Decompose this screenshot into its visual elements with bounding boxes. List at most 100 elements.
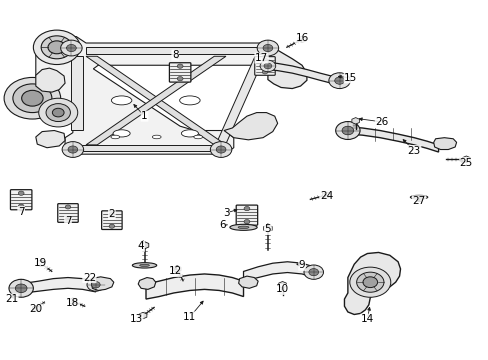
Polygon shape (140, 242, 148, 249)
Polygon shape (263, 225, 271, 232)
Polygon shape (91, 277, 114, 291)
Circle shape (210, 141, 231, 157)
Circle shape (62, 141, 83, 157)
Circle shape (328, 73, 349, 89)
Polygon shape (278, 282, 286, 288)
Polygon shape (36, 37, 277, 154)
Circle shape (308, 269, 318, 276)
Text: 20: 20 (29, 304, 42, 314)
Circle shape (177, 77, 183, 81)
Text: 1: 1 (141, 111, 147, 121)
Polygon shape (139, 312, 146, 319)
Polygon shape (76, 145, 222, 151)
Text: 14: 14 (360, 314, 373, 324)
Ellipse shape (409, 195, 427, 199)
Ellipse shape (111, 96, 132, 105)
Text: 8: 8 (172, 50, 178, 60)
Circle shape (262, 58, 267, 62)
Text: 23: 23 (407, 145, 420, 156)
Polygon shape (344, 252, 400, 315)
Text: 9: 9 (298, 260, 305, 270)
Text: 5: 5 (264, 225, 271, 234)
Circle shape (68, 146, 78, 153)
Polygon shape (24, 278, 96, 293)
Circle shape (341, 126, 353, 135)
FancyBboxPatch shape (58, 204, 78, 222)
Polygon shape (351, 118, 359, 124)
Polygon shape (238, 276, 258, 288)
Polygon shape (173, 266, 181, 272)
Text: 21: 21 (5, 294, 18, 304)
Polygon shape (347, 127, 438, 152)
Circle shape (260, 60, 275, 72)
Circle shape (48, 41, 65, 54)
Circle shape (91, 282, 100, 288)
Circle shape (15, 284, 27, 293)
Text: 16: 16 (295, 33, 308, 43)
Circle shape (46, 104, 70, 122)
Text: 7: 7 (18, 207, 24, 217)
Polygon shape (36, 131, 65, 148)
Polygon shape (69, 298, 77, 305)
Text: 24: 24 (319, 191, 332, 201)
Polygon shape (86, 56, 225, 145)
Ellipse shape (113, 130, 130, 137)
Ellipse shape (181, 130, 198, 137)
Polygon shape (322, 192, 329, 198)
Circle shape (109, 212, 114, 216)
Text: 26: 26 (375, 117, 388, 127)
Circle shape (244, 220, 249, 224)
Text: 27: 27 (411, 196, 425, 206)
Text: 13: 13 (129, 314, 142, 324)
Polygon shape (224, 113, 277, 140)
Text: 12: 12 (168, 266, 182, 276)
Text: 25: 25 (459, 158, 472, 168)
Polygon shape (71, 56, 82, 130)
Circle shape (109, 224, 114, 228)
Polygon shape (138, 278, 156, 289)
Circle shape (304, 265, 323, 279)
Circle shape (334, 77, 344, 84)
Circle shape (61, 40, 82, 56)
Circle shape (87, 278, 104, 291)
Ellipse shape (111, 135, 120, 139)
Circle shape (356, 272, 383, 292)
Circle shape (335, 122, 359, 139)
Polygon shape (433, 138, 456, 149)
Ellipse shape (140, 264, 149, 266)
FancyBboxPatch shape (254, 57, 275, 75)
Circle shape (65, 217, 71, 221)
Text: 18: 18 (66, 298, 80, 308)
Circle shape (4, 77, 61, 119)
Circle shape (244, 207, 249, 211)
Circle shape (262, 70, 267, 74)
Text: 11: 11 (183, 312, 196, 322)
Text: 10: 10 (275, 284, 288, 294)
Circle shape (257, 40, 278, 56)
Circle shape (21, 90, 43, 106)
Circle shape (41, 36, 72, 59)
Circle shape (362, 277, 377, 288)
Polygon shape (462, 156, 469, 162)
Polygon shape (215, 58, 264, 146)
Text: 17: 17 (254, 53, 267, 63)
Circle shape (39, 98, 78, 127)
Circle shape (33, 30, 80, 64)
Circle shape (52, 108, 64, 117)
Polygon shape (243, 262, 313, 281)
Text: 6: 6 (219, 220, 225, 230)
Circle shape (349, 267, 390, 297)
Text: 3: 3 (222, 208, 229, 218)
Polygon shape (36, 68, 65, 92)
Text: 22: 22 (82, 273, 96, 283)
Text: 2: 2 (108, 209, 115, 219)
Ellipse shape (415, 197, 422, 198)
Circle shape (18, 204, 24, 208)
Circle shape (177, 64, 183, 68)
Polygon shape (86, 56, 225, 145)
Ellipse shape (179, 96, 200, 105)
Ellipse shape (238, 226, 248, 229)
Circle shape (263, 44, 272, 51)
Circle shape (65, 205, 71, 209)
Circle shape (18, 191, 24, 195)
